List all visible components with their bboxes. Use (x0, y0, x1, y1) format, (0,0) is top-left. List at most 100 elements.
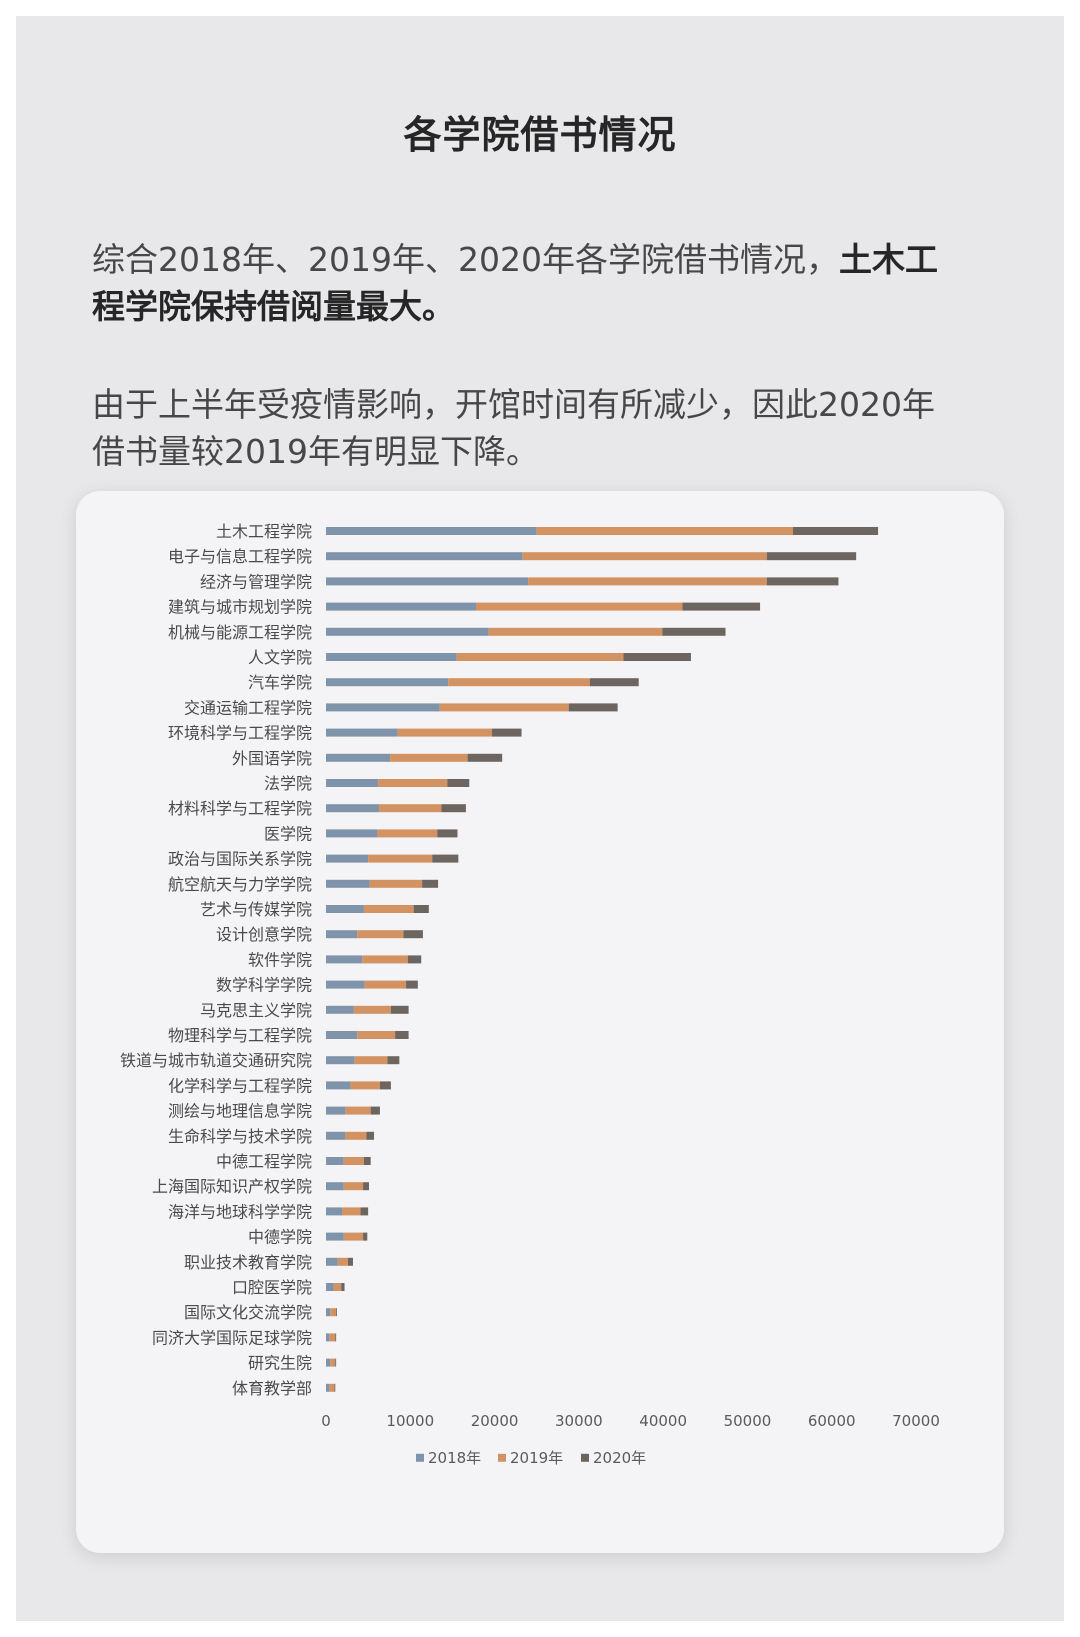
bar-segment-2019年 (337, 1257, 348, 1266)
x-tick-label: 10000 (386, 1412, 434, 1430)
summary-text: 综合2018年、2019年、2020年各学院借书情况， (92, 240, 839, 279)
category-label: 马克思主义学院 (200, 1001, 312, 1020)
bar-segment-2019年 (350, 1081, 380, 1090)
bar-segment-2019年 (353, 1005, 391, 1014)
bar-segment-2019年 (379, 804, 442, 813)
category-label: 数学科学学院 (216, 976, 312, 995)
bar-segment-2019年 (330, 1308, 337, 1317)
category-label: 上海国际知识产权学院 (152, 1177, 312, 1196)
category-label: 材料科学与工程学院 (168, 799, 312, 818)
bar-segment-2020年 (407, 955, 422, 964)
legend-swatch (498, 1453, 506, 1462)
category-label: 口腔医学院 (232, 1278, 312, 1297)
category-label: 体育教学部 (232, 1379, 312, 1398)
category-label: 软件学院 (248, 950, 312, 969)
bar-segment-2018年 (326, 1056, 355, 1065)
bar-segment-2020年 (467, 753, 503, 762)
category-label: 土木工程学院 (216, 522, 312, 541)
category-label: 中德工程学院 (216, 1152, 312, 1171)
bar-segment-2018年 (326, 1157, 344, 1165)
bar-segment-2018年 (326, 779, 379, 787)
bar-segment-2020年 (492, 728, 522, 737)
bar-segment-2020年 (347, 1257, 353, 1266)
bar-segment-2020年 (363, 1232, 368, 1241)
legend-swatch (416, 1453, 424, 1462)
bar-segment-2020年 (432, 854, 459, 863)
bar-segment-2020年 (334, 1383, 336, 1392)
bar-segment-2018年 (326, 703, 440, 712)
category-label: 外国语学院 (232, 749, 312, 768)
bar-segment-2019年 (476, 602, 683, 611)
summary-highlight: 土木工程学院保持借阅量最大。 (92, 240, 938, 326)
bar-segment-2020年 (406, 980, 418, 989)
category-label: 研究生院 (248, 1354, 312, 1373)
bar-segment-2019年 (345, 1106, 371, 1115)
bar-segment-2019年 (343, 1182, 364, 1191)
category-label: 生命科学与技术学院 (168, 1127, 312, 1146)
bar-segment-2020年 (335, 1333, 337, 1342)
bar-segment-2019年 (345, 1131, 367, 1140)
bar-segment-2018年 (326, 653, 457, 661)
x-tick-label: 40000 (639, 1412, 687, 1430)
bar-segment-2018年 (326, 753, 391, 762)
bar-segment-2020年 (335, 1358, 337, 1367)
category-label: 测绘与地理信息学院 (168, 1102, 312, 1121)
bar-segment-2019年 (357, 1031, 396, 1039)
bar-segment-2019年 (456, 653, 624, 661)
x-tick-label: 70000 (892, 1412, 940, 1430)
bar-segment-2020年 (437, 829, 458, 838)
bar-segment-2018年 (326, 804, 380, 813)
bar-segment-2020年 (403, 930, 423, 939)
bar-segment-2020年 (370, 1106, 380, 1115)
category-label: 艺术与传媒学院 (200, 900, 312, 919)
bar-segment-2018年 (326, 854, 369, 863)
bar-segment-2020年 (766, 552, 857, 561)
bar-segment-2018年 (326, 602, 477, 611)
bar-segment-2020年 (413, 905, 429, 913)
category-label: 汽车学院 (248, 673, 312, 692)
category-label: 中德学院 (248, 1228, 312, 1247)
bar-segment-2019年 (488, 627, 663, 636)
bar-segment-2018年 (326, 1031, 358, 1039)
category-label: 建筑与城市规划学院 (168, 598, 312, 617)
bar-segment-2020年 (568, 703, 618, 712)
bar-segment-2018年 (326, 1383, 330, 1392)
summary-paragraph: 综合2018年、2019年、2020年各学院借书情况，土木工程学院保持借阅量最大… (92, 236, 962, 330)
bar-segment-2018年 (326, 1283, 334, 1291)
bar-segment-2020年 (766, 577, 839, 586)
explanation-paragraph: 由于上半年受疫情影响，开馆时间有所减少，因此2020年借书量较2019年有明显下… (92, 385, 935, 471)
bar-segment-2020年 (387, 1056, 400, 1065)
category-label: 经济与管理学院 (200, 572, 312, 591)
category-label: 环境科学与工程学院 (168, 724, 312, 743)
bar-segment-2020年 (682, 602, 761, 611)
chart-card: 土木工程学院 电子与信息工程学院 经济与管理学院 建筑与城市规划学院 机械与能源工程学院… (76, 491, 1004, 1553)
bar-segment-2019年 (448, 678, 590, 687)
bar-segment-2020年 (662, 627, 726, 636)
bar-segment-2019年 (397, 728, 493, 737)
bar-segment-2020年 (623, 653, 691, 661)
bar-segment-2019年 (342, 1207, 361, 1216)
bar-segment-2020年 (589, 678, 639, 687)
bar-segment-2020年 (360, 1207, 369, 1216)
bar-segment-2018年 (326, 1308, 331, 1317)
bar-segment-2018年 (326, 627, 489, 636)
bar-segment-2020年 (395, 1031, 409, 1039)
legend-label: 2019年 (510, 1449, 563, 1467)
bar-segment-2020年 (379, 1081, 391, 1090)
bar-segment-2018年 (326, 1257, 338, 1266)
bar-segment-2018年 (326, 1106, 346, 1115)
bar-segment-2020年 (363, 1182, 369, 1191)
category-label: 电子与信息工程学院 (168, 547, 312, 566)
category-label: 设计创意学院 (216, 925, 312, 944)
bar-segment-2019年 (377, 829, 438, 838)
bar-segment-2018年 (326, 1005, 354, 1014)
page-frame: 各学院借书情况 综合2018年、2019年、2020年各学院借书情况，土木工程学… (16, 16, 1064, 1621)
legend-swatch (581, 1453, 589, 1462)
x-tick-label: 30000 (555, 1412, 603, 1430)
bar-segment-2020年 (336, 1308, 337, 1317)
legend-label: 2020年 (593, 1449, 646, 1467)
category-label: 政治与国际关系学院 (168, 850, 312, 869)
bar-segment-2019年 (536, 527, 793, 535)
page-title: 各学院借书情况 (403, 113, 677, 157)
legend-label: 2018年 (428, 1449, 481, 1467)
